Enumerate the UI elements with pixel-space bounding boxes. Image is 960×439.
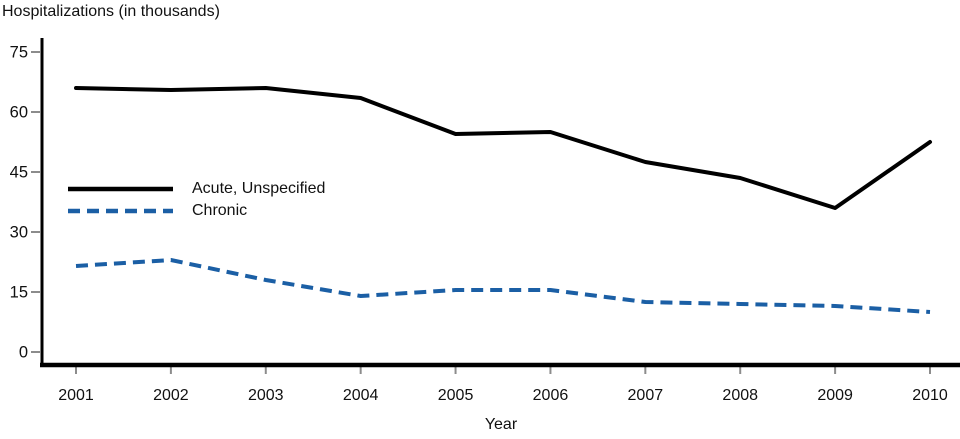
y-tick-label: 45 [10, 164, 28, 182]
y-tick-label: 75 [10, 44, 28, 62]
x-axis-title: Year [484, 416, 518, 433]
legend-label-chronic: Chronic [192, 202, 248, 219]
series-line-chronic [75, 258, 931, 314]
legend-label-acute-unspecified: Acute, Unspecified [192, 180, 326, 197]
y-tick-label: 60 [10, 104, 28, 122]
x-tick-label: 2004 [343, 387, 379, 404]
x-tick-label: 2008 [722, 387, 758, 404]
x-tick-label: 2002 [153, 387, 189, 404]
x-tick-label: 2005 [438, 387, 474, 404]
chart-title: Hospitalizations (in thousands) [2, 3, 220, 20]
y-tick-label: 15 [10, 284, 28, 302]
series-line-acute-unspecified [74, 86, 932, 210]
x-tick-label: 2003 [248, 387, 284, 404]
x-tick-label: 2007 [628, 387, 664, 404]
x-tick-label: 2006 [533, 387, 569, 404]
y-tick-label: 30 [10, 224, 28, 242]
x-tick-label: 2010 [912, 387, 948, 404]
y-tick-label: 0 [19, 344, 28, 362]
x-tick-label: 2009 [817, 387, 853, 404]
x-tick-label: 2001 [58, 387, 94, 404]
